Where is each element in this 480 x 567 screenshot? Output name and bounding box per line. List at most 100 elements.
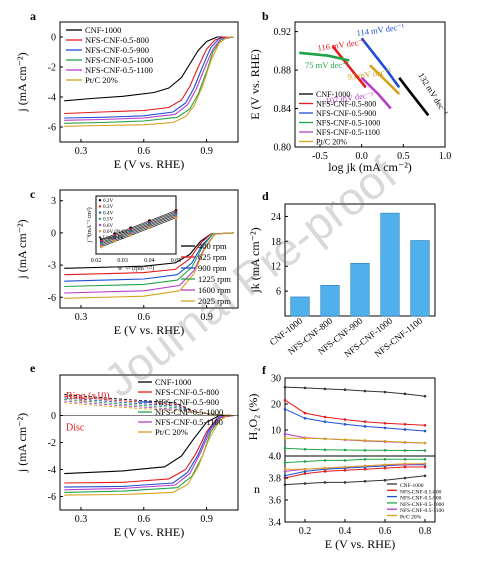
panel-c-inset-xtick-label: 0.03 xyxy=(117,258,128,264)
panel-f-n-point xyxy=(323,470,327,473)
panel-f-point xyxy=(283,446,287,450)
panel-e-xtick-label: 0.6 xyxy=(138,514,151,525)
panel-f-n-legend-label: NFS-CNF-0.5-1100 xyxy=(400,508,444,514)
panel-a-xtick-label: 0.3 xyxy=(75,146,88,157)
panel-b-xtick-label: 0.0 xyxy=(355,151,368,162)
panel-letter-c: c xyxy=(30,187,36,201)
panel-f-n-legend-label: NFS-CNF-0.5-800 xyxy=(400,489,442,495)
panel-a-xtick-label: 0.9 xyxy=(200,146,213,157)
panel-b-series-line xyxy=(299,51,350,62)
panel-letter-f: f xyxy=(262,363,267,377)
panel-f-series-line xyxy=(285,437,426,444)
panel-a-ytick-label: -6 xyxy=(48,123,56,134)
panel-c-inset-ylabel: j⁻¹(mA⁻¹ cm²) xyxy=(86,207,93,243)
panel-c-inset-legend-label: 0.3V xyxy=(103,204,113,210)
panel-f-point xyxy=(403,440,407,444)
panel-d-ytick-label: 12 xyxy=(271,262,281,273)
panel-e-xlabel: E (V vs. RHE) xyxy=(114,525,184,539)
panel-e-ytick-label: 0 xyxy=(51,411,56,422)
panel-f-n-point xyxy=(363,464,367,468)
panel-f-n-point xyxy=(303,472,307,475)
panel-f-n-point xyxy=(303,482,307,485)
panel-letter-e: e xyxy=(30,361,36,375)
panel-e-legend-label: CNF-1000 xyxy=(155,377,191,387)
panel-f-n-point xyxy=(303,460,307,463)
panel-f-n-xtick-label: 0.6 xyxy=(379,526,392,537)
panel-f-n-ytick-label: 3.4 xyxy=(269,518,282,529)
panel-f-n-series-line xyxy=(284,475,426,486)
panel-c-inset-frame xyxy=(95,195,177,255)
panel-c-inset-legend-marker xyxy=(98,199,102,202)
panel-e-disc-line xyxy=(64,414,234,484)
panel-f-n-frame xyxy=(284,455,436,523)
panel-f-point xyxy=(403,449,407,452)
panel-c-ytick-label: 0 xyxy=(51,228,56,239)
panel-f-n-ytick-label: 4.0 xyxy=(269,452,282,463)
panel-e-legend-label: NFS-CNF-0.5-1100 xyxy=(155,417,223,427)
panel-a-series-line xyxy=(64,36,234,127)
panel-f-n-xtick-label: 0.2 xyxy=(299,526,312,537)
panel-e-xtick-label: 0.3 xyxy=(75,514,88,525)
panel-b-ytick-label: 0.80 xyxy=(274,143,292,154)
panel-b-slope-annotation: 132 mV dec⁻¹ xyxy=(416,71,450,118)
panel-f-point xyxy=(323,437,327,441)
panel-f-n-point xyxy=(343,465,347,469)
panel-f-n-point xyxy=(403,458,407,461)
panel-c-inset-legend-label: 0.2V xyxy=(103,198,113,204)
panel-f-ylabel: H₂O₂ (%) xyxy=(246,394,260,441)
panel-d-bar xyxy=(410,240,430,317)
panel-f-point xyxy=(423,424,427,427)
panel-c-inset-point xyxy=(99,245,103,249)
panel-c-inset-legend-marker xyxy=(98,230,102,233)
panel-f-series-line xyxy=(284,386,426,397)
panel-e-ring-line xyxy=(64,402,234,416)
panel-d-bar xyxy=(290,296,310,317)
panel-f-n-point xyxy=(363,458,367,461)
panel-f-n-ytick-label: 3.8 xyxy=(269,474,282,485)
panel-f-point xyxy=(403,422,407,426)
panel-e-ytick-label: -2 xyxy=(48,438,56,449)
panel-f-point xyxy=(283,437,287,440)
panel-b-legend-label: CNF-1000 xyxy=(316,90,350,99)
panel-f-point xyxy=(343,448,347,452)
panel-b-legend-label: NFS-CNF-0.5-900 xyxy=(316,109,376,118)
panel-f-point xyxy=(423,394,427,398)
panel-f-point xyxy=(403,392,407,396)
panel-b-slope-annotation: 116 mV dec⁻¹ xyxy=(317,36,366,53)
panel-letter-a: a xyxy=(30,9,36,23)
panel-c-inset-point xyxy=(113,239,117,243)
panel-f-point xyxy=(383,448,387,452)
panel-f-n-point xyxy=(283,470,287,473)
panel-c-series-line xyxy=(64,232,234,288)
panel-b-legend-label: Pt/C 20% xyxy=(316,138,347,147)
panel-e-ytick-label: -4 xyxy=(48,465,56,476)
panel-f-point xyxy=(283,398,287,402)
panel-a-series-line xyxy=(64,36,234,119)
panel-f-n-ylabel: n xyxy=(254,482,260,496)
panel-a-ytick-label: -2 xyxy=(48,63,56,74)
panel-e-disc-line xyxy=(64,414,234,496)
panel-f-point xyxy=(283,407,287,411)
panel-f-series-line xyxy=(284,447,425,451)
panel-letter-d: d xyxy=(262,189,269,203)
panel-a-ytick-label: 0 xyxy=(51,33,56,44)
panel-b-xlabel: log jk (mA cm⁻²) xyxy=(328,160,412,174)
panel-a-series-line xyxy=(64,36,234,115)
panel-b-xtick-label: 1.0 xyxy=(439,151,452,162)
panel-b-ylabel: E (V vs. RHE) xyxy=(248,49,262,119)
panel-b-legend-label: NFS-CNF-0.5-800 xyxy=(316,100,376,109)
panel-a-xlabel: E (V vs. RHE) xyxy=(114,157,184,171)
panel-f-n-point xyxy=(423,462,427,466)
panel-a-legend-label: CNF-1000 xyxy=(85,25,121,35)
panel-c-inset-legend-label: 0.4V xyxy=(103,210,113,216)
panel-c-inset-xtick-label: 0.05 xyxy=(171,258,182,264)
panel-f-point xyxy=(363,420,367,423)
panel-c-inset-legend-marker xyxy=(98,205,102,208)
panel-f-n-point xyxy=(423,474,427,478)
panel-f-point xyxy=(303,411,307,415)
panel-c-inset-legend-label: Linear Fit xyxy=(103,235,124,241)
panel-c-legend-label: 625 rpm xyxy=(198,252,227,262)
panel-b-series-line xyxy=(331,45,367,89)
panel-a-legend-label: Pt/C 20% xyxy=(85,75,118,85)
panel-f-n-point xyxy=(423,458,427,461)
